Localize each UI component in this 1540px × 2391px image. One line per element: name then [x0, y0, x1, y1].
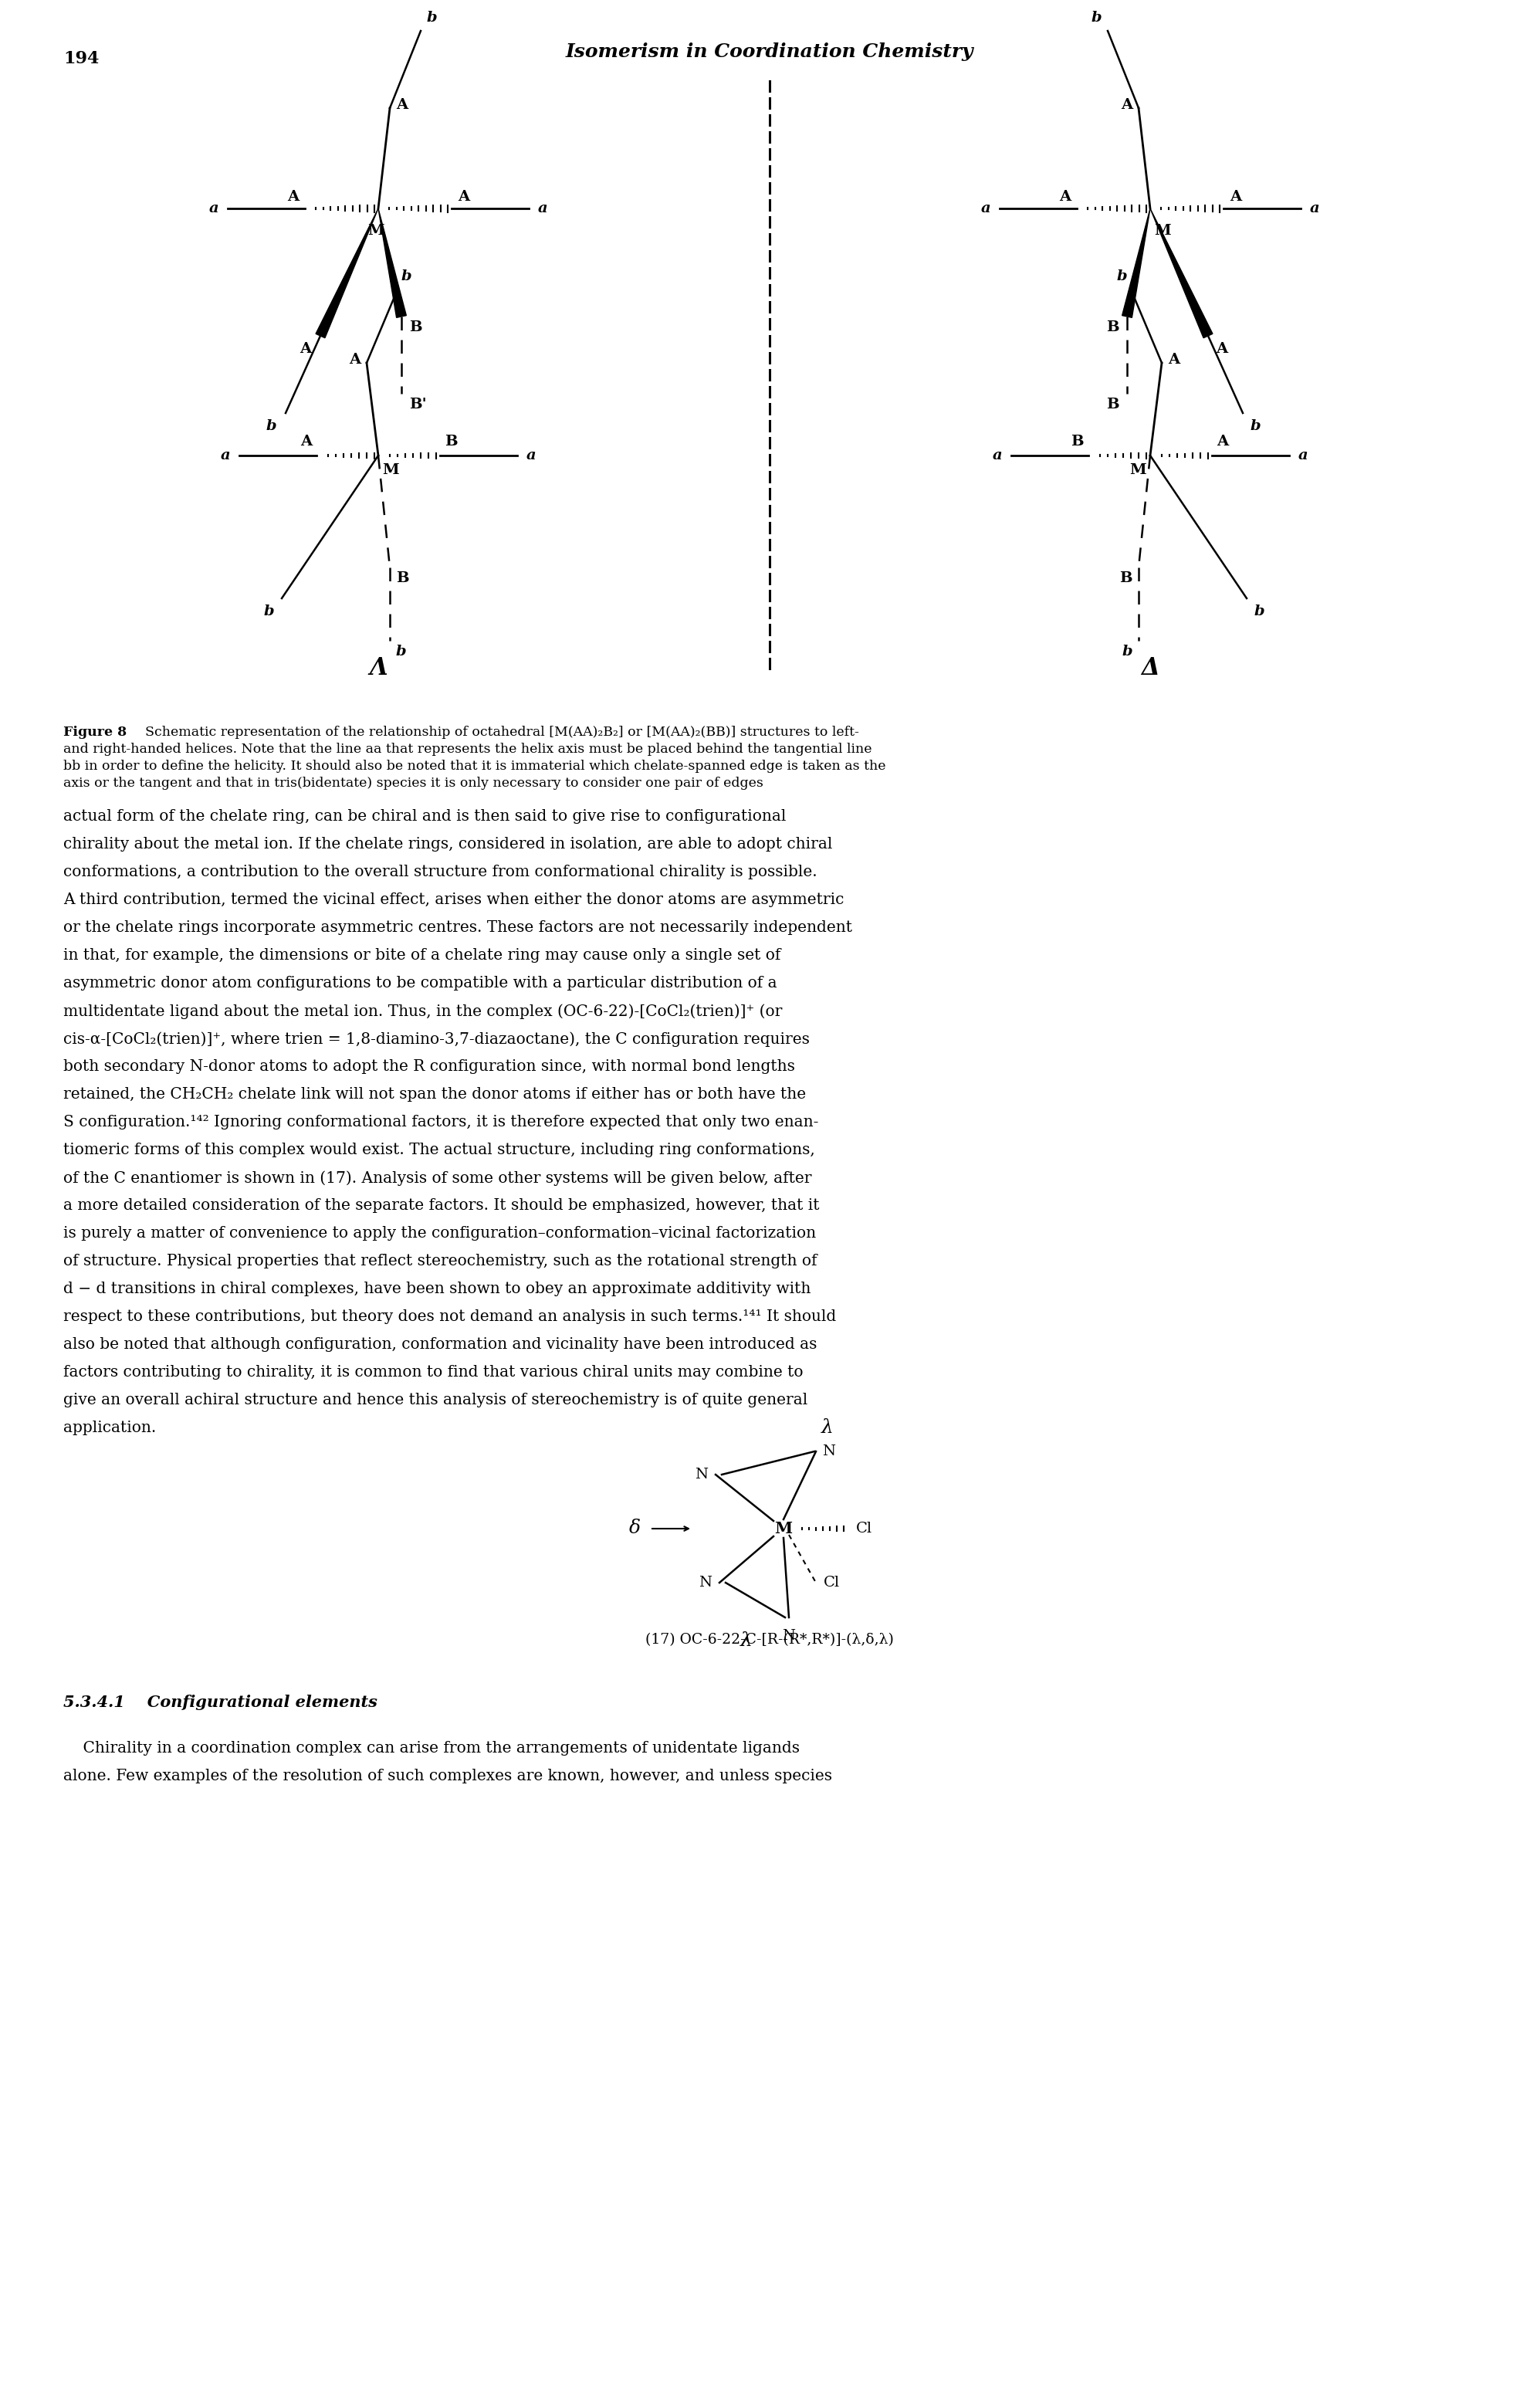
Text: N: N [695, 1468, 708, 1482]
Text: bb in order to define the helicity. It should also be noted that it is immateria: bb in order to define the helicity. It s… [63, 760, 886, 772]
Text: a: a [537, 201, 548, 215]
Text: A: A [1121, 98, 1132, 112]
Text: B: B [1070, 435, 1084, 450]
Text: application.: application. [63, 1420, 156, 1435]
Text: give an overall achiral structure and hence this analysis of stereochemistry is : give an overall achiral structure and he… [63, 1392, 807, 1408]
Text: Δ: Δ [1141, 655, 1160, 679]
Text: conformations, a contribution to the overall structure from conformational chira: conformations, a contribution to the ove… [63, 866, 818, 880]
Text: both secondary N-donor atoms to adopt the R configuration since, with normal bon: both secondary N-donor atoms to adopt th… [63, 1059, 795, 1074]
Text: Cl: Cl [824, 1576, 839, 1590]
Text: b: b [263, 605, 274, 619]
Text: respect to these contributions, but theory does not demand an analysis in such t: respect to these contributions, but theo… [63, 1310, 836, 1325]
Text: a: a [220, 450, 229, 461]
Text: Chirality in a coordination complex can arise from the arrangements of unidentat: Chirality in a coordination complex can … [63, 1741, 799, 1755]
Text: b: b [1250, 418, 1261, 433]
Text: λ: λ [821, 1420, 833, 1437]
Text: b: b [402, 270, 411, 285]
Text: b: b [427, 12, 437, 24]
Text: b: b [1123, 646, 1132, 658]
Polygon shape [379, 208, 407, 318]
Text: M: M [368, 225, 385, 237]
Text: A: A [286, 189, 299, 203]
Text: is purely a matter of convenience to apply the configuration–conformation–vicina: is purely a matter of convenience to app… [63, 1227, 816, 1241]
Text: a: a [992, 450, 1003, 461]
Text: A third contribution, termed the vicinal effect, arises when either the donor at: A third contribution, termed the vicinal… [63, 892, 844, 906]
Text: d − d transitions in chiral complexes, have been shown to obey an approximate ad: d − d transitions in chiral complexes, h… [63, 1282, 812, 1296]
Text: A: A [1215, 342, 1227, 356]
Text: B: B [1106, 320, 1120, 335]
Text: N: N [822, 1444, 835, 1459]
Text: Schematic representation of the relationship of octahedral [M(AA)₂B₂] or [M(AA)₂: Schematic representation of the relation… [137, 727, 859, 739]
Text: actual form of the chelate ring, can be chiral and is then said to give rise to : actual form of the chelate ring, can be … [63, 808, 785, 825]
Text: b: b [1255, 605, 1264, 619]
Text: M: M [1153, 225, 1170, 237]
Text: 5.3.4.1    Configurational elements: 5.3.4.1 Configurational elements [63, 1695, 377, 1710]
Text: A: A [299, 342, 311, 356]
Text: multidentate ligand about the metal ion. Thus, in the complex (OC-6-22)-[CoCl₂(t: multidentate ligand about the metal ion.… [63, 1004, 782, 1019]
Text: factors contributing to chirality, it is common to find that various chiral unit: factors contributing to chirality, it is… [63, 1365, 804, 1380]
Text: in that, for example, the dimensions or bite of a chelate ring may cause only a : in that, for example, the dimensions or … [63, 949, 781, 964]
Text: (17) OC-6-22-C-[R-(R*,R*)]-(λ,δ,λ): (17) OC-6-22-C-[R-(R*,R*)]-(λ,δ,λ) [645, 1633, 893, 1647]
Text: asymmetric donor atom configurations to be compatible with a particular distribu: asymmetric donor atom configurations to … [63, 976, 778, 990]
Text: B: B [1120, 571, 1132, 586]
Text: A: A [457, 189, 470, 203]
Text: Figure 8: Figure 8 [63, 727, 126, 739]
Text: of structure. Physical properties that reflect stereochemistry, such as the rota: of structure. Physical properties that r… [63, 1253, 818, 1270]
Text: a: a [1298, 450, 1307, 461]
Text: a: a [1311, 201, 1320, 215]
Text: Isomerism in Coordination Chemistry: Isomerism in Coordination Chemistry [565, 43, 973, 62]
Polygon shape [316, 208, 379, 337]
Text: b: b [1116, 270, 1127, 285]
Text: a more detailed consideration of the separate factors. It should be emphasized, : a more detailed consideration of the sep… [63, 1198, 819, 1212]
Text: a: a [527, 450, 536, 461]
Text: chirality about the metal ion. If the chelate rings, considered in isolation, ar: chirality about the metal ion. If the ch… [63, 837, 833, 851]
Text: N: N [782, 1628, 796, 1643]
Text: of the C enantiomer is shown in (17). Analysis of some other systems will be giv: of the C enantiomer is shown in (17). An… [63, 1172, 812, 1186]
Text: Λ: Λ [370, 655, 388, 679]
Text: A: A [300, 435, 313, 450]
Text: b: b [266, 418, 276, 433]
Text: A: A [1229, 189, 1241, 203]
Text: A: A [1167, 354, 1180, 366]
Text: N: N [699, 1576, 711, 1590]
Text: and right-handed helices. Note that the line aa that represents the helix axis m: and right-handed helices. Note that the … [63, 744, 872, 756]
Text: also be noted that although configuration, conformation and vicinality have been: also be noted that although configuratio… [63, 1337, 818, 1351]
Polygon shape [1150, 208, 1212, 337]
Text: B': B' [410, 397, 427, 411]
Text: B: B [445, 435, 457, 450]
Text: M: M [1130, 464, 1146, 478]
Text: tiomeric forms of this complex would exist. The actual structure, including ring: tiomeric forms of this complex would exi… [63, 1143, 815, 1157]
Text: M: M [382, 464, 399, 478]
Text: a: a [981, 201, 990, 215]
Text: S configuration.¹⁴² Ignoring conformational factors, it is therefore expected th: S configuration.¹⁴² Ignoring conformatio… [63, 1114, 819, 1129]
Text: B: B [396, 571, 408, 586]
Text: alone. Few examples of the resolution of such complexes are known, however, and : alone. Few examples of the resolution of… [63, 1769, 832, 1784]
Text: 194: 194 [63, 50, 99, 67]
Text: A: A [350, 354, 360, 366]
Polygon shape [1123, 208, 1150, 318]
Text: A: A [1217, 435, 1229, 450]
Text: M: M [775, 1521, 793, 1537]
Text: A: A [396, 98, 408, 112]
Text: a: a [209, 201, 219, 215]
Text: retained, the CH₂CH₂ chelate link will not span the donor atoms if either has or: retained, the CH₂CH₂ chelate link will n… [63, 1088, 805, 1102]
Text: axis or the tangent and that in tris(bidentate) species it is only necessary to : axis or the tangent and that in tris(bid… [63, 777, 764, 789]
Text: B: B [410, 320, 422, 335]
Text: cis-α-[CoCl₂(trien)]⁺, where trien = 1,8-diamino-3,7-diazaoctane), the C configu: cis-α-[CoCl₂(trien)]⁺, where trien = 1,8… [63, 1031, 810, 1047]
Text: A: A [1060, 189, 1070, 203]
Text: b: b [1090, 12, 1101, 24]
Text: b: b [396, 646, 407, 658]
Text: Cl: Cl [856, 1521, 872, 1535]
Text: λ: λ [741, 1631, 753, 1650]
Text: B: B [1106, 397, 1120, 411]
Text: δ: δ [628, 1521, 641, 1537]
Text: or the chelate rings incorporate asymmetric centres. These factors are not neces: or the chelate rings incorporate asymmet… [63, 921, 852, 935]
